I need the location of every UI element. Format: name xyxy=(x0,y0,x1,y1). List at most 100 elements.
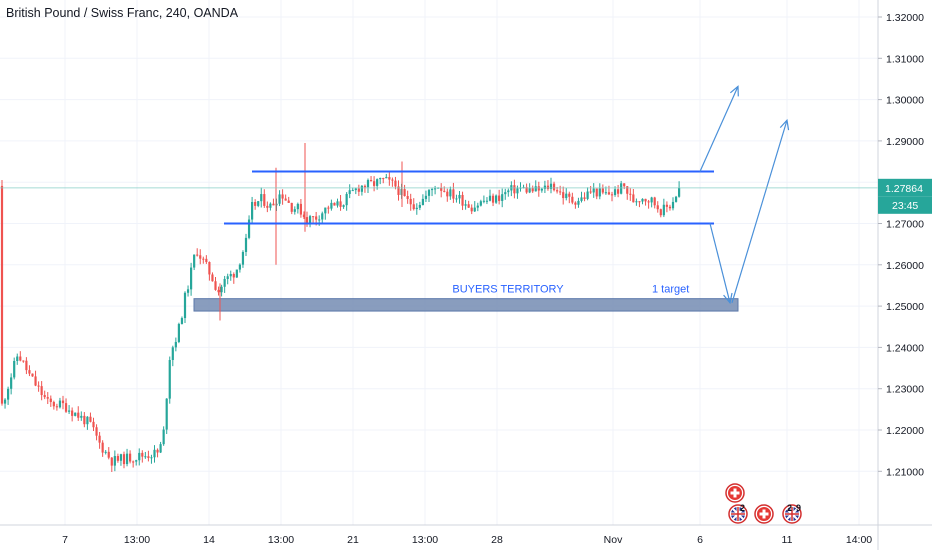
candle-body xyxy=(0,185,4,404)
candle-up xyxy=(86,416,89,430)
candle-down xyxy=(305,211,309,227)
candle-body xyxy=(13,360,16,378)
countdown-tag xyxy=(878,196,932,214)
candle-up xyxy=(159,441,162,454)
candle-down xyxy=(491,193,495,207)
candle-body xyxy=(150,457,153,459)
candle-body xyxy=(366,180,370,188)
candle-up xyxy=(534,180,537,192)
candle-body xyxy=(620,183,623,194)
candle-up xyxy=(138,448,141,466)
price-tick-label: 1.25000 xyxy=(886,301,924,313)
candle-body xyxy=(272,203,275,206)
candle-body xyxy=(64,403,68,412)
candle-body xyxy=(653,197,656,206)
badge-count: 9 xyxy=(796,503,801,513)
candle-body xyxy=(379,178,382,180)
candle-body xyxy=(10,377,13,389)
candle-body xyxy=(397,186,400,195)
candle-body xyxy=(284,198,287,201)
candle-down xyxy=(537,181,540,197)
candle-body xyxy=(488,195,492,201)
candle-body xyxy=(644,198,647,202)
candle-down xyxy=(49,395,52,407)
candle-body xyxy=(476,205,479,208)
candle-body xyxy=(598,188,601,197)
candle-body xyxy=(491,195,495,203)
candle-body xyxy=(77,412,80,418)
candle-body xyxy=(327,207,330,209)
candle-down xyxy=(22,360,25,363)
candle-body xyxy=(659,209,662,216)
candle-body xyxy=(507,190,510,193)
candle-down xyxy=(214,276,217,291)
candle-up xyxy=(125,448,129,467)
candle-body xyxy=(196,254,199,256)
candle-down xyxy=(141,450,144,463)
candle-down xyxy=(525,183,528,194)
candle-body xyxy=(214,281,217,290)
candle-body xyxy=(129,453,132,462)
candle-down xyxy=(467,200,470,208)
candle-down xyxy=(61,395,65,410)
candle-body xyxy=(623,183,626,187)
candle-body xyxy=(211,274,214,282)
candle-body xyxy=(464,204,467,206)
candle-up xyxy=(418,201,421,211)
candle-body xyxy=(473,207,476,212)
candle-body xyxy=(613,189,617,195)
candle-up xyxy=(293,206,296,215)
time-axis[interactable]: 7 13:00 14 13:00 21 13:00 28 Nov 6 11 14:00 xyxy=(0,524,932,546)
candle-up xyxy=(324,207,327,220)
candle-body xyxy=(49,398,52,403)
candle-down xyxy=(98,431,101,449)
candle-body xyxy=(315,216,318,220)
candle-up xyxy=(671,197,675,211)
candle-body xyxy=(577,200,580,205)
candle-body xyxy=(7,388,10,400)
candle-down xyxy=(546,180,550,191)
candle-up xyxy=(476,202,479,212)
candle-up xyxy=(165,398,168,435)
candle-up xyxy=(174,337,177,352)
candle-body xyxy=(183,292,187,319)
candle-body xyxy=(626,186,629,194)
candle-down xyxy=(110,456,113,473)
candle-up xyxy=(424,190,428,202)
candle-body xyxy=(61,400,65,404)
candle-body xyxy=(501,194,504,201)
candle-body xyxy=(574,202,577,205)
candle-body xyxy=(430,189,434,191)
candle-down xyxy=(71,407,74,422)
candle-up xyxy=(488,189,492,202)
candle-body xyxy=(101,442,104,453)
candle-body xyxy=(302,214,306,218)
candle-up xyxy=(348,184,351,199)
candle-down xyxy=(211,272,214,282)
candle-down xyxy=(443,186,446,193)
candle-body xyxy=(556,190,559,192)
candle-body xyxy=(37,385,40,387)
candle-down xyxy=(107,447,110,460)
candle-body xyxy=(159,444,162,453)
candle-up xyxy=(482,195,485,204)
candle-down xyxy=(89,412,92,423)
candle-up xyxy=(223,275,226,293)
price-tick-label: 1.32000 xyxy=(886,12,924,24)
candle-up xyxy=(495,194,498,204)
price-axis[interactable]: 1.320001.310001.300001.290001.280001.270… xyxy=(877,0,932,550)
candle-body xyxy=(98,435,101,443)
candle-up xyxy=(80,411,83,421)
candle-body xyxy=(287,200,290,203)
candle-up xyxy=(321,211,324,223)
candle-down xyxy=(312,216,315,223)
candle-down xyxy=(382,177,385,184)
candle-down xyxy=(589,185,592,194)
time-tick-label: 11 xyxy=(782,534,793,546)
candle-body xyxy=(583,197,586,199)
candle-body xyxy=(345,193,348,206)
candle-up xyxy=(150,454,153,464)
